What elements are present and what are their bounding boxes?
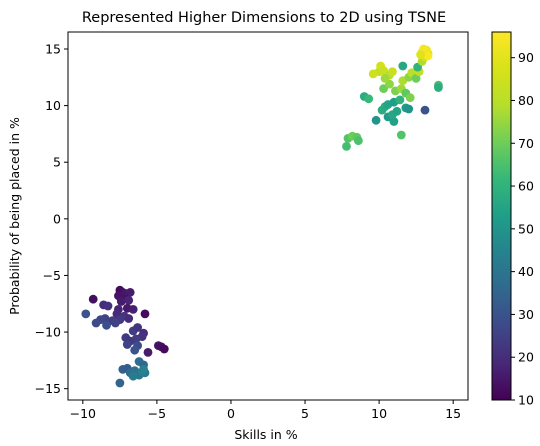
colorbar-tick-label: 70 xyxy=(518,136,534,151)
scatter-point xyxy=(115,378,125,388)
colorbar xyxy=(491,31,512,401)
scatter-point xyxy=(423,51,433,61)
x-tick-label: 5 xyxy=(301,406,309,421)
x-tick-label: 0 xyxy=(227,406,235,421)
scatter-point xyxy=(128,305,138,314)
y-axis: −15 −10 −5 0 5 10 15 xyxy=(35,41,68,396)
scatter-point xyxy=(102,320,111,330)
scatter-point xyxy=(396,130,406,140)
scatter-point xyxy=(364,94,374,104)
scatter-point xyxy=(371,115,381,125)
scatter-point xyxy=(416,50,425,59)
scatter-point xyxy=(411,74,421,83)
y-tick-label: 10 xyxy=(45,98,61,113)
scatter-point xyxy=(405,93,415,103)
scatter-point xyxy=(398,61,408,71)
y-tick-label: 0 xyxy=(53,211,61,226)
scatter-point xyxy=(130,345,140,355)
scatter-point xyxy=(368,69,378,79)
colorbar-tick-label: 30 xyxy=(518,307,534,322)
scatter-point xyxy=(140,309,150,319)
scatter-point xyxy=(128,371,138,381)
scatter-point xyxy=(81,309,91,319)
scatter-point xyxy=(111,318,120,328)
x-axis-label: Skills in % xyxy=(234,427,297,442)
x-tick-label: 15 xyxy=(445,406,461,421)
colorbar-tick-label: 90 xyxy=(518,50,534,65)
colorbar-tick-label: 40 xyxy=(518,264,534,279)
scatter-point xyxy=(91,318,101,328)
y-tick-label: 5 xyxy=(53,155,61,170)
scatter-points xyxy=(81,44,443,388)
scatter-point xyxy=(133,323,143,332)
scatter-point xyxy=(354,136,363,146)
scatter-point xyxy=(88,294,98,304)
x-tick-label: 10 xyxy=(371,406,387,421)
y-tick-label: −5 xyxy=(43,268,61,283)
scatter-point xyxy=(122,340,132,349)
scatter-point xyxy=(124,314,134,323)
scatter-point xyxy=(389,117,399,126)
colorbar-tick-label: 20 xyxy=(518,350,534,365)
y-tick-label: −15 xyxy=(35,381,61,396)
scatter-point xyxy=(116,297,126,306)
scatter-point xyxy=(125,288,135,297)
x-tick-label: −10 xyxy=(70,406,96,421)
colorbar-ticks: 10 20 30 40 50 60 70 80 90 xyxy=(511,50,534,408)
plot-area-frame xyxy=(67,31,469,401)
scatter-point xyxy=(434,83,443,92)
scatter-point xyxy=(131,334,141,344)
x-tick-label: −5 xyxy=(148,406,166,421)
scatter-point xyxy=(159,344,169,354)
y-axis-label: Probability of being placed in % xyxy=(7,117,22,315)
colorbar-tick-label: 10 xyxy=(518,393,534,408)
scatter-point xyxy=(143,348,153,357)
scatter-point xyxy=(380,74,390,83)
scatter-point xyxy=(388,67,397,76)
scatter-point xyxy=(342,142,351,151)
scatter-point xyxy=(404,104,414,114)
colorbar-tick-label: 60 xyxy=(518,179,534,194)
colorbar-tick-label: 80 xyxy=(518,93,534,108)
scatter-point xyxy=(139,365,149,374)
scatter-point xyxy=(392,106,402,116)
scatter-point xyxy=(395,95,405,105)
y-tick-label: −10 xyxy=(35,325,61,340)
colorbar-tick-label: 50 xyxy=(518,221,534,236)
scatter-point xyxy=(420,105,430,115)
chart-title: Represented Higher Dimensions to 2D usin… xyxy=(82,10,446,26)
scatter-point xyxy=(103,301,113,311)
y-tick-label: 15 xyxy=(45,41,61,56)
x-axis: −10 −5 0 5 10 15 xyxy=(70,400,461,421)
scatter-point xyxy=(124,296,134,305)
